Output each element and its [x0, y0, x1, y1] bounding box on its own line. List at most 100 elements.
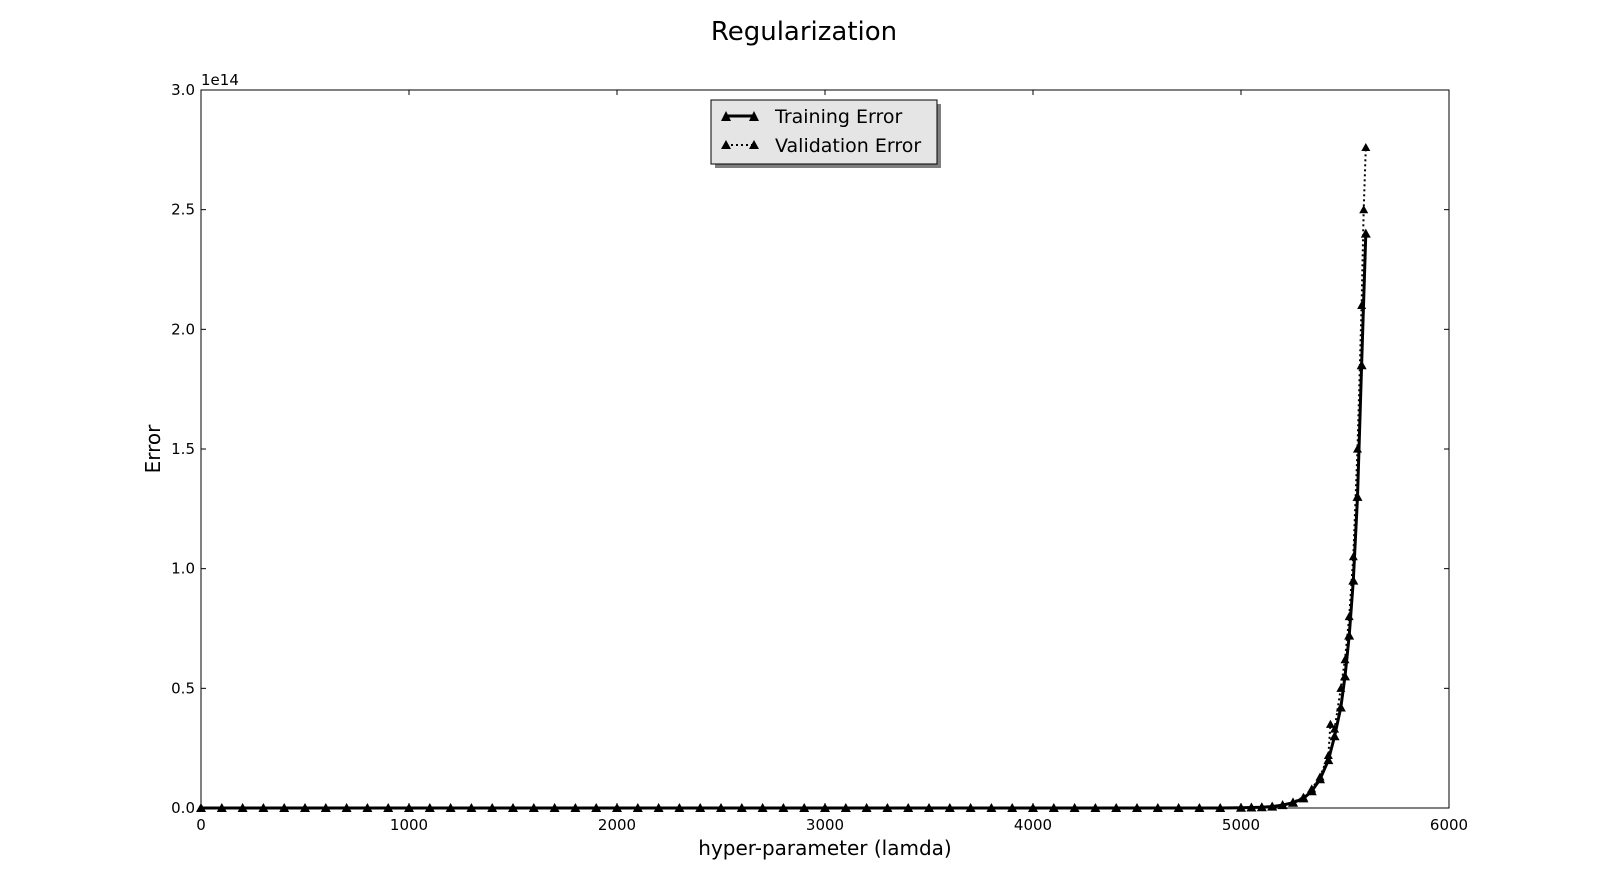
data-point: [841, 803, 851, 812]
data-point: [612, 803, 622, 812]
data-point: [882, 803, 892, 812]
data-point: [1307, 784, 1317, 793]
legend-marker-training: [749, 111, 759, 121]
data-point: [1070, 803, 1080, 812]
data-point: [1153, 803, 1163, 812]
data-point: [1194, 803, 1204, 812]
data-point: [903, 803, 913, 812]
data-point: [1007, 803, 1017, 812]
x-tick-label: 5000: [1222, 816, 1260, 834]
chart-title: Regularization: [711, 17, 897, 47]
data-point: [1348, 552, 1358, 561]
data-point: [716, 803, 726, 812]
data-point: [1323, 750, 1333, 759]
data-point: [425, 803, 435, 812]
y-offset-label: 1e14: [201, 71, 239, 89]
data-point: [1329, 731, 1340, 741]
data-point: [1348, 575, 1359, 585]
data-point: [258, 803, 268, 812]
legend-entry-validation: Validation Error: [721, 135, 921, 157]
plot-area: [200, 89, 1450, 809]
data-point: [487, 803, 497, 812]
data-point: [466, 803, 476, 812]
data-point: [570, 803, 580, 812]
data-point: [799, 803, 809, 812]
data-point: [758, 803, 768, 812]
legend-label-training: Training Error: [774, 106, 903, 128]
data-point: [446, 803, 456, 812]
legend-marker-validation: [721, 140, 731, 149]
data-point: [737, 803, 747, 812]
series-layer: [196, 142, 1371, 812]
data-point: [1246, 803, 1256, 812]
data-point: [321, 803, 331, 812]
y-tick-label: 3.0: [171, 81, 195, 99]
data-point: [1049, 803, 1059, 812]
data-point: [196, 803, 206, 812]
data-point: [383, 803, 393, 812]
x-axis-label: hyper-parameter (lamda): [698, 836, 951, 860]
data-point: [1361, 142, 1371, 152]
data-point: [1257, 802, 1267, 811]
data-point: [550, 803, 560, 812]
data-point: [1344, 612, 1354, 621]
x-tick-label: 3000: [806, 816, 844, 834]
data-point: [300, 803, 310, 812]
data-point: [862, 803, 872, 812]
data-point: [633, 803, 643, 812]
data-point: [1267, 801, 1277, 810]
data-point: [1090, 803, 1100, 812]
legend: Training Error Validation Error: [710, 99, 941, 168]
x-tick-label: 6000: [1430, 816, 1468, 834]
data-point: [217, 803, 227, 812]
y-tick-label: 2.0: [171, 320, 195, 338]
data-point: [1352, 444, 1362, 453]
data-point: [1357, 300, 1367, 309]
data-point: [279, 803, 289, 812]
data-point: [695, 803, 705, 812]
data-point: [1278, 800, 1288, 809]
x-tick-label: 2000: [598, 816, 636, 834]
y-tick-label: 1.0: [171, 560, 195, 578]
legend-marker-training: [721, 111, 731, 121]
data-point: [674, 803, 684, 812]
data-point: [778, 803, 788, 812]
data-point: [508, 803, 518, 812]
legend-label-validation: Validation Error: [775, 135, 921, 157]
y-tick-label: 0.5: [171, 679, 195, 697]
data-point: [654, 803, 664, 812]
data-point: [820, 803, 830, 812]
data-point: [1336, 683, 1346, 692]
data-point: [986, 803, 996, 812]
data-point: [1325, 719, 1335, 728]
x-tick-label: 4000: [1014, 816, 1052, 834]
y-tick-label: 0.0: [171, 799, 195, 817]
data-point: [1111, 803, 1121, 812]
data-point: [404, 803, 414, 812]
data-point: [1298, 792, 1308, 801]
data-point: [1288, 797, 1298, 806]
data-point: [1352, 491, 1363, 501]
y-tick-label: 1.5: [171, 440, 195, 458]
y-tick-label: 2.5: [171, 201, 195, 219]
legend-marker-validation: [749, 140, 759, 149]
data-point: [1344, 630, 1355, 640]
data-point: [1174, 803, 1184, 812]
data-point: [1330, 724, 1340, 733]
data-point: [1340, 671, 1350, 681]
data-point: [529, 803, 539, 812]
data-point: [1340, 655, 1350, 664]
data-point: [238, 803, 248, 812]
data-point: [945, 803, 955, 812]
data-point: [1359, 205, 1369, 214]
data-point: [342, 803, 352, 812]
data-point: [1028, 803, 1038, 812]
series-validation: [196, 142, 1371, 812]
legend-box: [710, 99, 938, 165]
data-point: [924, 803, 934, 812]
data-point: [1132, 803, 1142, 812]
data-point: [966, 803, 976, 812]
x-tick-label: 1000: [390, 816, 428, 834]
axis-ticks: 0 1000 2000 3000 4000 5000 6000 0.0 0.5 1.0 1.5 2.0…: [171, 81, 1468, 834]
